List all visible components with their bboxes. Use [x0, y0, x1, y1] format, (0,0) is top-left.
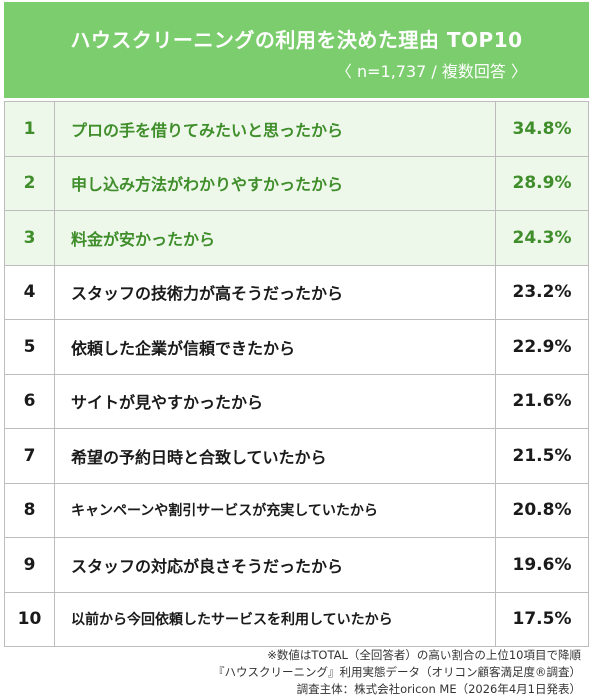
reason-cell: 希望の予約日時と合致していたから — [55, 429, 496, 483]
percentage-cell: 21.5% — [512, 445, 572, 466]
reason-cell: 以前から今回依頼したサービスを利用していたから — [55, 592, 496, 646]
reason-cell: 申し込み方法がわかりやすかったから — [55, 156, 496, 210]
footnote-note: ※数値はTOTAL（全回答者）の高い割合の上位10項目で降順 — [267, 648, 581, 662]
chart-subtitle: 〈 n=1,737 / 複数回答 〉 — [335, 62, 527, 81]
rank-cell: 9 — [5, 538, 55, 592]
percentage-cell: 28.9% — [512, 173, 572, 194]
table-row: 10 以前から今回依頼したサービスを利用していたから 17.5% — [4, 592, 589, 647]
rank-cell: 8 — [5, 483, 55, 537]
percentage-cell: 19.6% — [512, 554, 572, 575]
footnote-source: 『ハウスクリーニング』利用実態データ（オリコン顧客満足度®調査） — [213, 665, 581, 679]
rank-cell: 7 — [5, 429, 55, 483]
chart-title: ハウスクリーニングの利用を決めた理由 TOP10 — [70, 28, 523, 52]
rank-cell: 5 — [5, 320, 55, 374]
percentage-cell: 20.8% — [512, 500, 572, 521]
footnote-publisher: 調査主体：株式会社oricon ME（2026年4月1日発表） — [296, 682, 581, 696]
reason-cell: 依頼した企業が信頼できたから — [55, 320, 496, 374]
reason-cell: サイトが見やすかったから — [55, 374, 496, 428]
table-row: 3 料金が安かったから 24.3% — [4, 211, 589, 266]
table-row: 5 依頼した企業が信頼できたから 22.9% — [4, 320, 589, 375]
reason-cell: スタッフの技術力が高そうだったから — [55, 265, 496, 319]
rank-cell: 6 — [5, 374, 55, 428]
rank-cell: 4 — [5, 265, 55, 319]
table-row: 8 キャンペーンや割引サービスが充実していたから 20.8% — [4, 483, 589, 538]
reason-cell: キャンペーンや割引サービスが充実していたから — [55, 483, 496, 537]
table-row: 9 スタッフの対応が良さそうだったから 19.6% — [4, 538, 589, 593]
percentage-cell: 21.6% — [512, 391, 572, 412]
reason-cell: 料金が安かったから — [55, 211, 496, 265]
rank-cell: 1 — [5, 102, 55, 156]
table-row: 7 希望の予約日時と合致していたから 21.5% — [4, 429, 589, 484]
ranking-table: 1 プロの手を借りてみたいと思ったから 34.8% 2 申し込み方法がわかりやすかったか… — [4, 101, 589, 647]
reason-cell: プロの手を借りてみたいと思ったから — [55, 102, 496, 156]
percentage-cell: 34.8% — [512, 118, 572, 139]
chart-header: ハウスクリーニングの利用を決めた理由 TOP10 〈 n=1,737 / 複数回… — [4, 2, 589, 98]
table-row: 6 サイトが見やすかったから 21.6% — [4, 374, 589, 429]
rank-cell: 10 — [5, 592, 55, 646]
percentage-cell: 22.9% — [512, 336, 572, 357]
reason-cell: スタッフの対応が良さそうだったから — [55, 538, 496, 592]
table-row: 2 申し込み方法がわかりやすかったから 28.9% — [4, 156, 589, 211]
percentage-cell: 23.2% — [512, 282, 572, 303]
rank-cell: 2 — [5, 156, 55, 210]
table-row: 4 スタッフの技術力が高そうだったから 23.2% — [4, 265, 589, 320]
percentage-cell: 24.3% — [512, 227, 572, 248]
rank-cell: 3 — [5, 211, 55, 265]
percentage-cell: 17.5% — [512, 609, 572, 630]
table-row: 1 プロの手を借りてみたいと思ったから 34.8% — [4, 102, 589, 157]
